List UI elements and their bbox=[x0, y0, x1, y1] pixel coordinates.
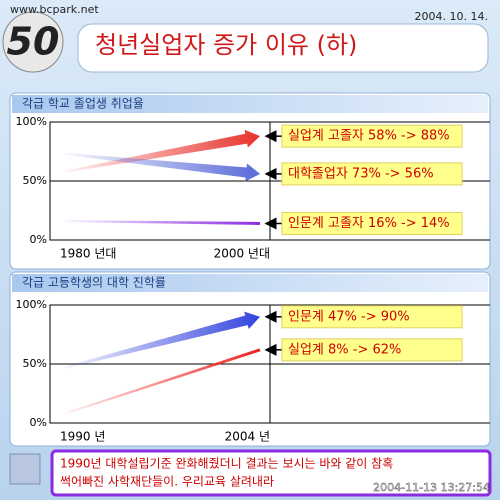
callout-box bbox=[281, 305, 463, 329]
logo: 50 bbox=[7, 20, 60, 64]
x-tick-label: 1990 년 bbox=[60, 430, 105, 444]
trend-arrow bbox=[64, 152, 260, 182]
y-tick-label: 100% bbox=[16, 115, 47, 128]
trend-arrow bbox=[64, 311, 261, 369]
date: 2004. 10. 14. bbox=[415, 10, 488, 23]
footer-box bbox=[50, 449, 492, 497]
panel-title: 각급 고등학생의 대학 진학률 bbox=[22, 276, 166, 290]
y-tick-label: 100% bbox=[16, 298, 47, 311]
title: 청년실업자 증가 이유 (하) bbox=[95, 31, 357, 59]
callout-box bbox=[281, 211, 463, 235]
callout-box bbox=[281, 124, 463, 148]
y-tick-label: 0% bbox=[30, 416, 47, 429]
callout-box bbox=[281, 338, 463, 362]
title-box bbox=[77, 23, 489, 73]
x-tick-label: 2000 년대 bbox=[214, 247, 270, 261]
trend-arrow bbox=[64, 348, 261, 415]
footer-line: 1990년 대학설립기준 완화해줬더니 결과는 보시는 바와 같이 참혹 bbox=[60, 457, 393, 471]
callout-box bbox=[281, 162, 463, 186]
legend-label: 실업계 8% -> 62% bbox=[288, 342, 401, 357]
y-tick-label: 50% bbox=[23, 174, 47, 187]
x-tick-label: 2004 년 bbox=[225, 430, 270, 444]
footer-line: 썩어빠진 사학재단들이. 우리교육 살려내라 bbox=[60, 475, 274, 489]
y-tick-label: 50% bbox=[23, 357, 47, 370]
legend-label: 실업계 고졸자 58% -> 88% bbox=[288, 129, 450, 144]
panel-header bbox=[12, 274, 488, 292]
trend-arrow bbox=[64, 220, 261, 225]
legend-label: 대학졸업자 73% -> 56% bbox=[288, 166, 434, 181]
logo-disc bbox=[2, 11, 64, 73]
stamp: 2004-11-13 13:27:54 bbox=[373, 481, 490, 494]
legend-label: 인문계 고졸자 16% -> 14% bbox=[288, 216, 450, 231]
cube-icon bbox=[9, 453, 41, 485]
x-tick-label: 1980 년대 bbox=[60, 247, 116, 261]
trend-arrow bbox=[64, 129, 260, 173]
panel-header bbox=[12, 95, 488, 113]
legend-label: 인문계 47% -> 90% bbox=[288, 309, 410, 324]
y-tick-label: 0% bbox=[30, 233, 47, 246]
panel-title: 각급 학교 졸업생 취업율 bbox=[22, 97, 144, 111]
watermark: www.bcpark.net bbox=[10, 3, 99, 16]
